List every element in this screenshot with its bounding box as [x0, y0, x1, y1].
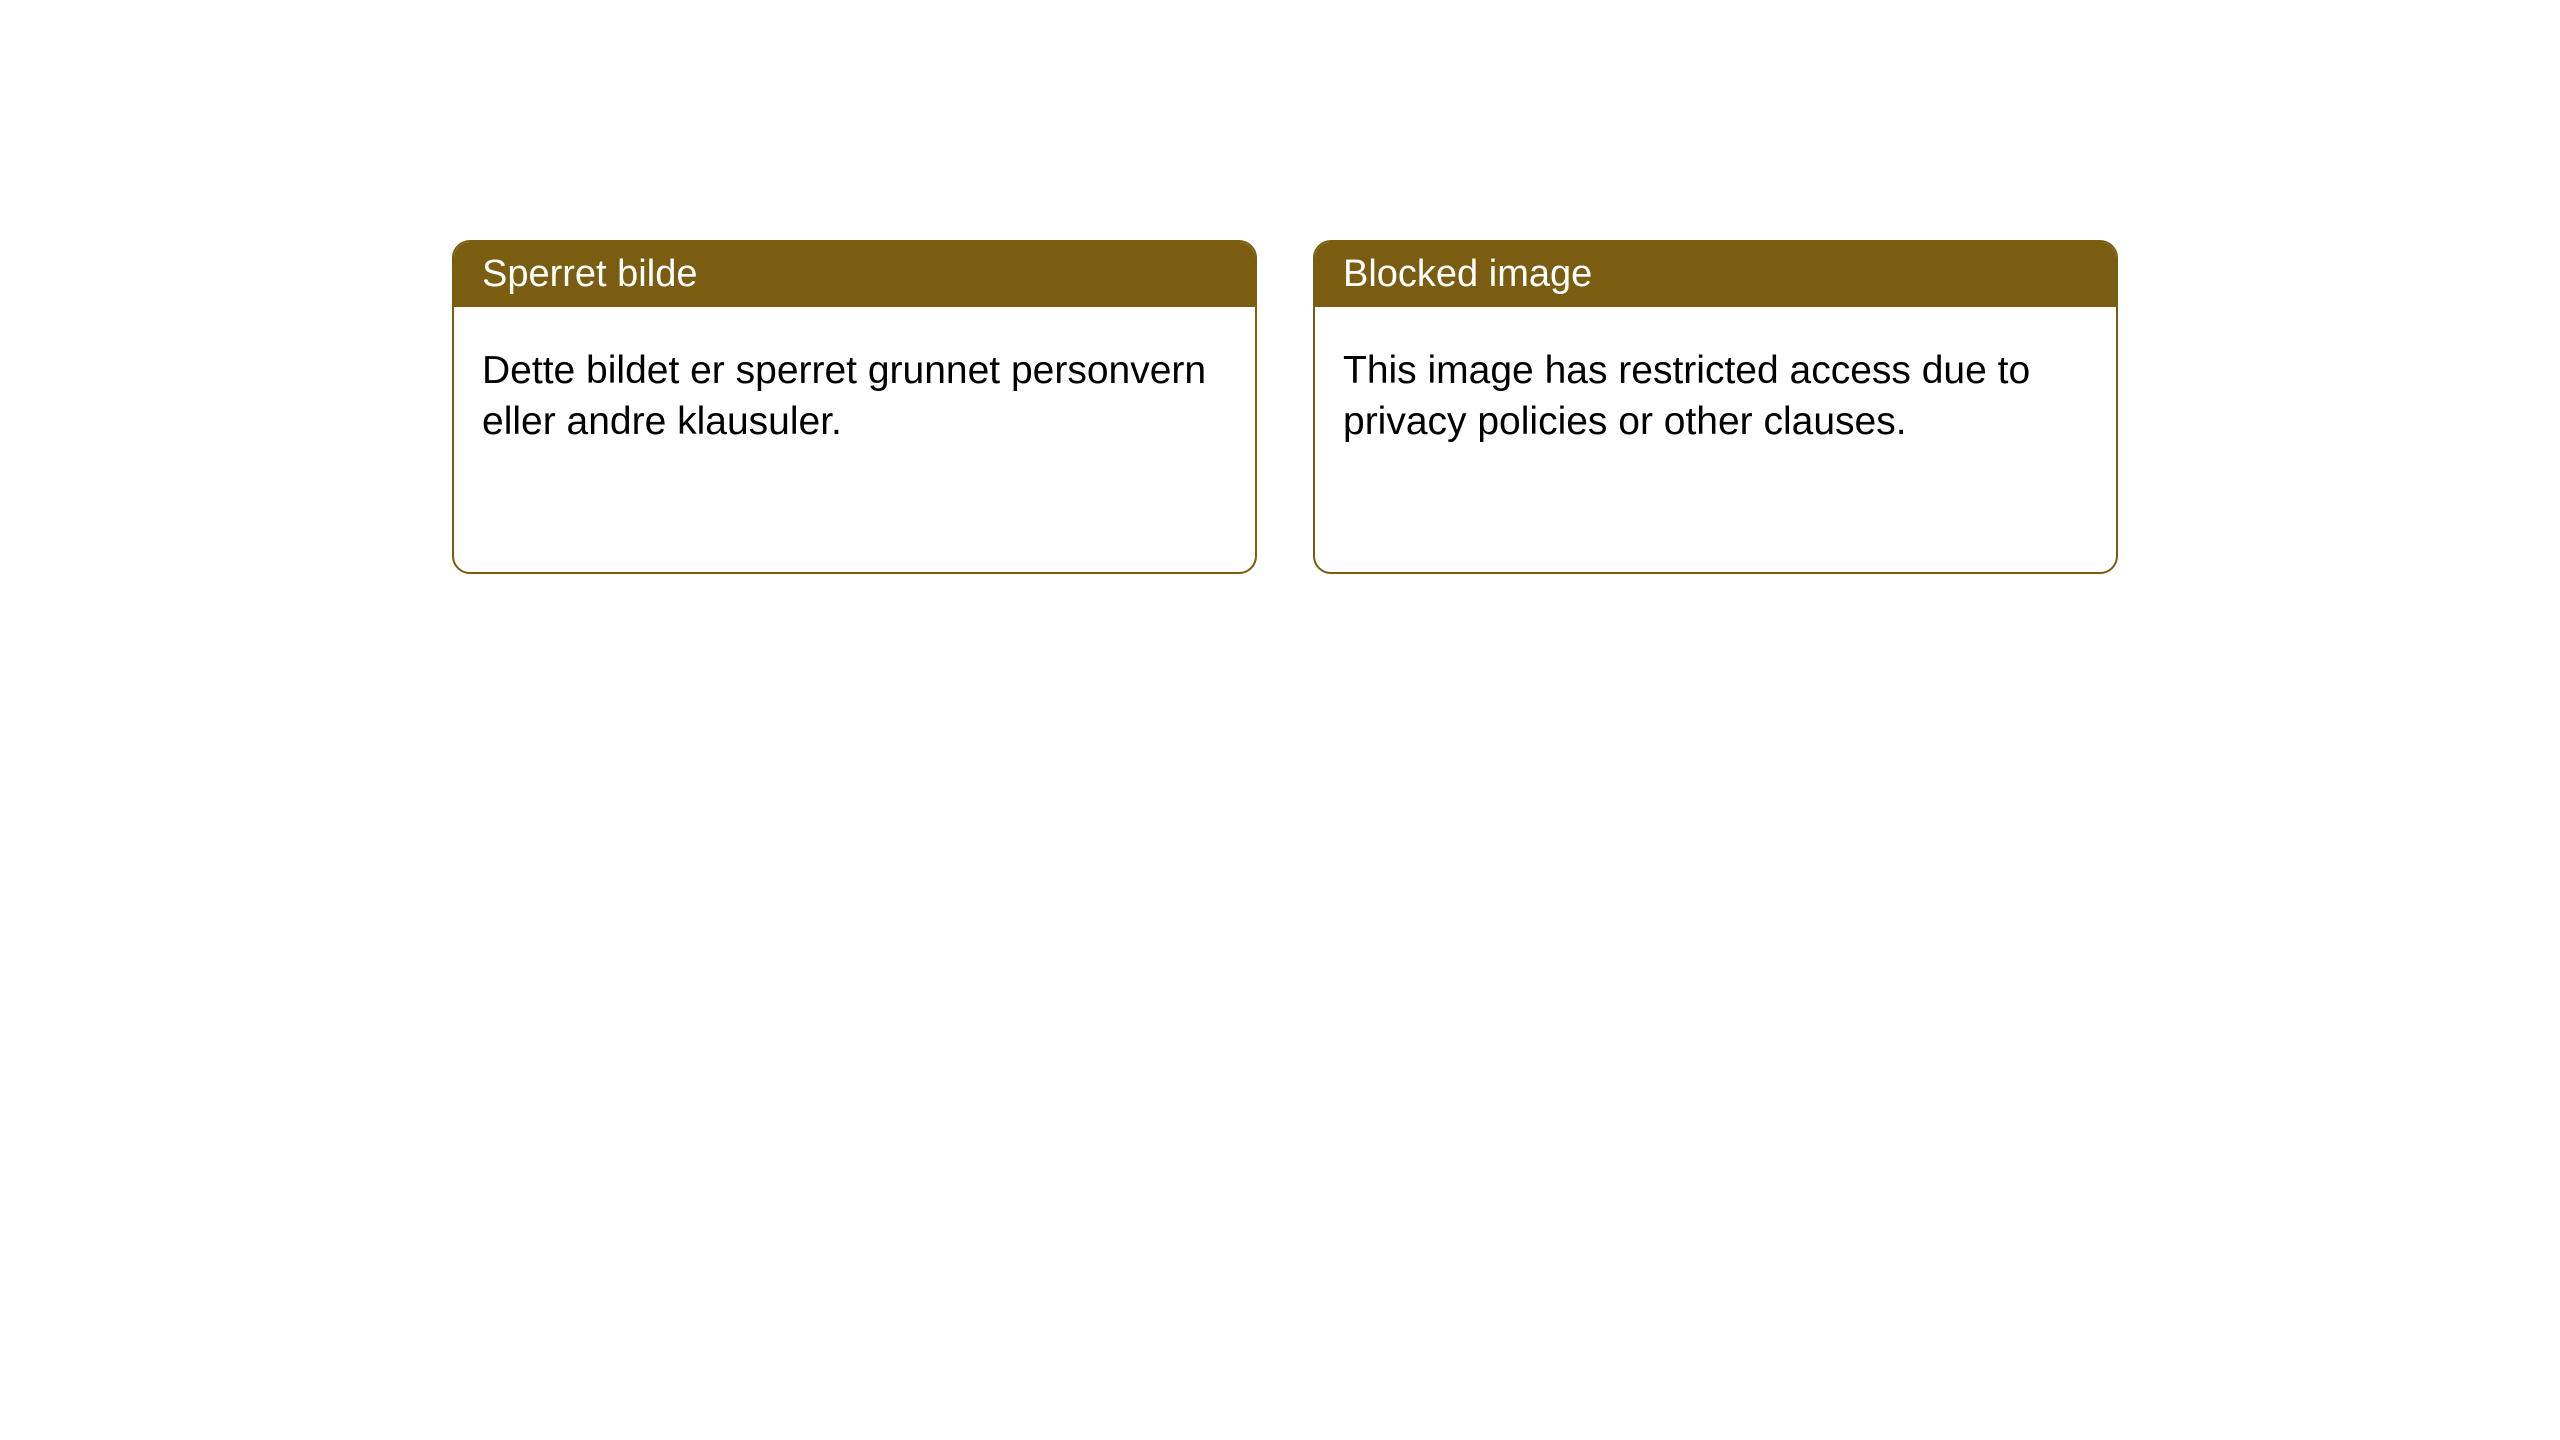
card-body: Dette bildet er sperret grunnet personve… — [454, 307, 1255, 486]
card-body: This image has restricted access due to … — [1315, 307, 2116, 486]
blocked-image-card-no: Sperret bilde Dette bildet er sperret gr… — [452, 240, 1257, 574]
card-header: Sperret bilde — [454, 242, 1255, 307]
card-header: Blocked image — [1315, 242, 2116, 307]
blocked-image-card-en: Blocked image This image has restricted … — [1313, 240, 2118, 574]
cards-container: Sperret bilde Dette bildet er sperret gr… — [0, 0, 2560, 574]
